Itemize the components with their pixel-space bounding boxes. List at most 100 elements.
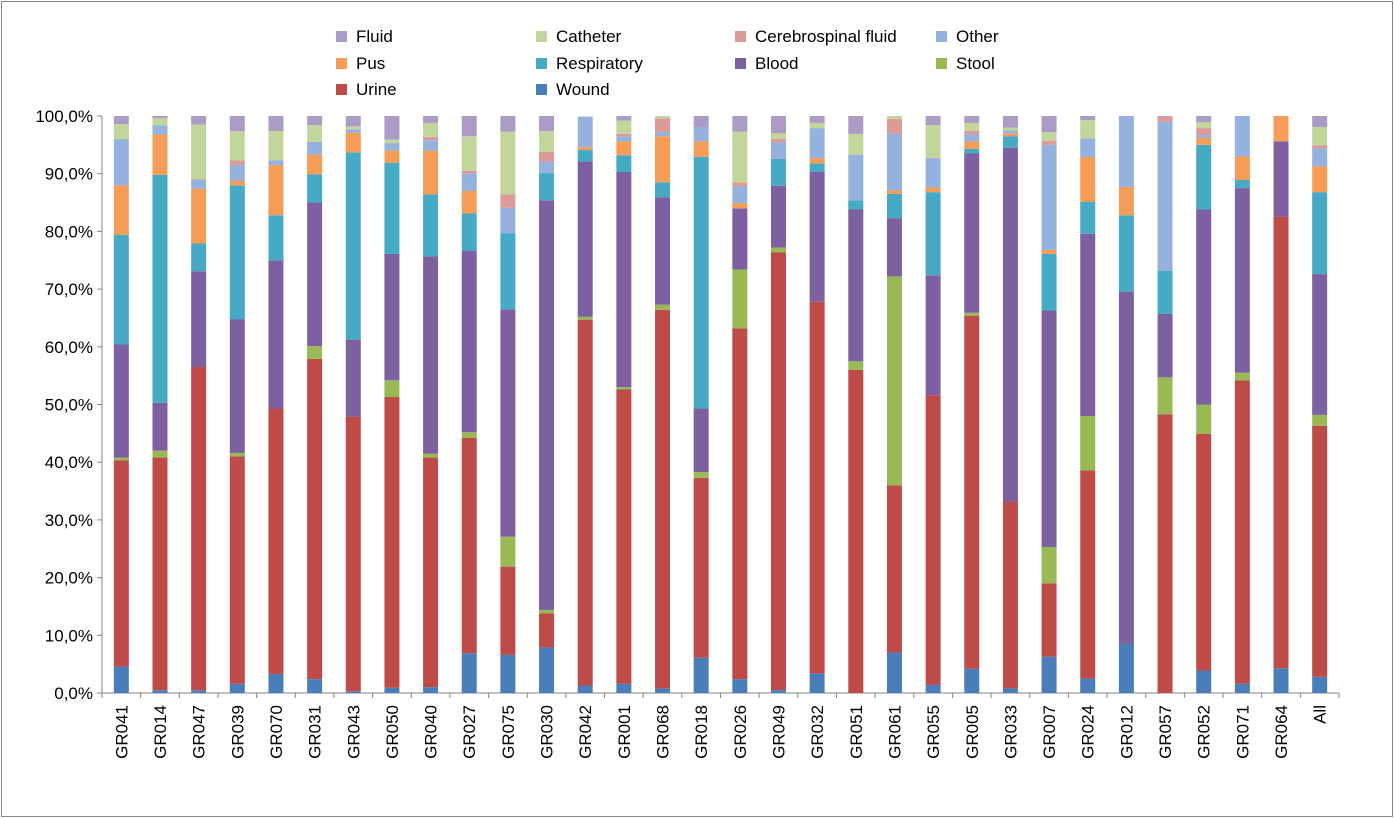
bar-segment-blood-gr005 (964, 153, 980, 313)
bar-segment-catheter-gr031 (307, 125, 323, 142)
bar-segment-urine-gr001 (616, 389, 632, 684)
bar-segment-other-gr026 (732, 186, 748, 204)
bar-segment-fluid-gr049 (770, 116, 786, 134)
bar-segment-wound-gr026 (732, 679, 748, 693)
bar-segment-catheter-gr007 (1041, 132, 1057, 141)
bar-segment-pus-gr041 (113, 185, 129, 235)
bar-segment-wound-gr031 (307, 679, 323, 693)
legend-swatch-fluid (336, 31, 347, 42)
bar-segment-cerebrospinal-fluid-gr068 (655, 118, 671, 133)
bar-segment-wound-gr014 (152, 690, 168, 693)
axes: 0,0% 10,0% 20,0% 30,0% 40,0% 50,0% 60,0% 70,0% 8… (35, 107, 1340, 703)
bar-segment-catheter-gr043 (345, 126, 361, 130)
bar-segment-blood-gr070 (268, 260, 284, 409)
bars (113, 116, 1328, 693)
bar-segment-other-gr071 (1234, 116, 1250, 157)
bar-segment-blood-gr068 (655, 197, 671, 305)
legend-swatch-cerebrospinal-fluid (735, 31, 746, 42)
bar-segment-other-gr040 (423, 140, 439, 151)
legend-label-stool: Stool (956, 54, 995, 73)
legend-label-blood: Blood (755, 54, 798, 73)
bar-segment-other-gr051 (848, 154, 864, 201)
bar-segment-urine-gr031 (307, 358, 323, 680)
bar-segment-wound-gr043 (345, 691, 361, 693)
bar-segment-blood-gr057 (1157, 313, 1173, 378)
bar-segment-blood-gr024 (1080, 233, 1096, 417)
bar-segment-fluid-gr039 (229, 116, 245, 132)
bar-segment-respiratory-gr071 (1234, 180, 1250, 189)
bar-segment-fluid-gr057 (1157, 116, 1173, 117)
bar-segment-urine-gr041 (113, 460, 129, 667)
bar-segment-wound-gr007 (1041, 656, 1057, 693)
bar-segment-urine-gr032 (809, 301, 825, 674)
legend-label-urine: Urine (356, 80, 397, 99)
bar-segment-wound-gr050 (384, 687, 400, 693)
y-tick-label: 50,0% (45, 396, 93, 415)
bar-segment-blood-gr001 (616, 171, 632, 388)
x-tick-label-gr043: GR043 (344, 705, 363, 759)
x-tick-label-gr047: GR047 (190, 705, 209, 759)
bar-segment-pus-gr012 (1118, 186, 1134, 216)
bar-segment-fluid-gr050 (384, 116, 400, 140)
bar-segment-urine-gr026 (732, 328, 748, 680)
bar-segment-other-gr043 (345, 129, 361, 133)
bar-segment-pus-gr043 (345, 132, 361, 153)
bar-segment-pus-gr039 (229, 180, 245, 186)
bar-segment-stool-gr071 (1234, 372, 1250, 381)
bar-segment-stool-gr075 (500, 536, 516, 567)
x-tick-label-gr075: GR075 (499, 705, 518, 759)
bar-segment-stool-gr052 (1196, 404, 1212, 434)
bar-segment-other-gr052 (1196, 135, 1212, 138)
bar-segment-pus-gr070 (268, 165, 284, 216)
bar-segment-other-gr005 (964, 134, 980, 142)
bar-segment-urine-gr057 (1157, 414, 1173, 693)
bar-segment-respiratory-gr043 (345, 152, 361, 340)
bar-segment-blood-gr012 (1118, 291, 1134, 644)
bar-segment-urine-gr070 (268, 408, 284, 674)
bar-segment-blood-gr047 (191, 271, 207, 367)
x-tick-label-gr068: GR068 (654, 705, 673, 759)
bar-segment-stool-gr039 (229, 452, 245, 457)
bar-segment-fluid-gr040 (423, 116, 439, 123)
bar-segment-respiratory-gr001 (616, 155, 632, 172)
x-tick-label-gr052: GR052 (1195, 705, 1214, 759)
bar-segment-stool-gr049 (770, 247, 786, 253)
bar-segment-pus-gr033 (1002, 133, 1018, 137)
bar-segment-other-gr049 (770, 142, 786, 159)
bar-segment-wound-gr040 (423, 687, 439, 693)
bar-segment-cerebrospinal-fluid-gr039 (229, 160, 245, 166)
bar-segment-respiratory-gr075 (500, 233, 516, 310)
bar-segment-stool-gr030 (539, 609, 555, 614)
bar-segment-other-gr033 (1002, 130, 1018, 134)
legend-label-respiratory: Respiratory (556, 54, 643, 73)
bar-segment-pus-gr032 (809, 158, 825, 164)
bar-segment-respiratory-gr049 (770, 158, 786, 186)
bar-segment-wound-gr061 (886, 652, 902, 693)
bar-segment-stool-gr042 (577, 316, 593, 320)
bar-segment-catheter-gr014 (152, 118, 168, 126)
bar-segment-wound-gr068 (655, 688, 671, 693)
y-tick-label: 70,0% (45, 280, 93, 299)
bar-segment-stool-gr041 (113, 457, 129, 461)
bar-segment-cerebrospinal-fluid-gr057 (1157, 116, 1173, 122)
bar-segment-urine-gr051 (848, 369, 864, 693)
bar-segment-other-gr012 (1118, 116, 1134, 187)
x-tick-label-gr064: GR064 (1272, 705, 1291, 759)
x-tick-label-gr030: GR030 (538, 705, 557, 759)
bar-segment-catheter-gr027 (461, 136, 477, 171)
x-tick-label-gr049: GR049 (769, 705, 788, 759)
bar-segment-urine-gr055 (925, 395, 941, 685)
x-tick-label-gr032: GR032 (808, 705, 827, 759)
bar-segment-respiratory-gr012 (1118, 215, 1134, 292)
bar-segment-cerebrospinal-fluid-gr075 (500, 194, 516, 208)
legend-swatch-blood (735, 58, 746, 69)
y-tick-label: 90,0% (45, 165, 93, 184)
bar-segment-cerebrospinal-fluid-gr052 (1196, 128, 1212, 136)
x-tick-label-gr018: GR018 (692, 705, 711, 759)
bar-segment-blood-gr042 (577, 161, 593, 317)
bar-segment-wound-gr030 (539, 647, 555, 693)
legend-label-other: Other (956, 27, 999, 46)
bar-segment-blood-gr040 (423, 256, 439, 454)
legend-swatch-urine (336, 84, 347, 95)
bar-segment-pus-all (1312, 166, 1328, 193)
